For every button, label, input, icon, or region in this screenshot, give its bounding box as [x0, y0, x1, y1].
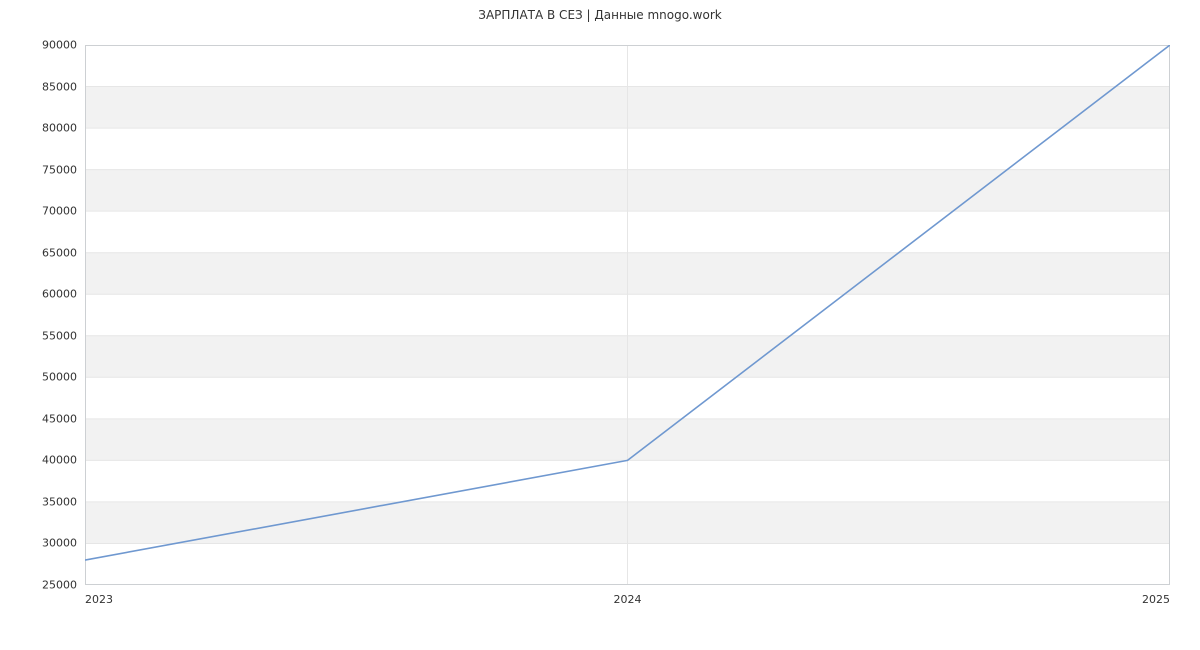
- y-tick-label: 65000: [37, 246, 77, 259]
- y-tick-label: 90000: [37, 39, 77, 52]
- y-tick-label: 70000: [37, 205, 77, 218]
- x-tick-label: 2023: [85, 593, 113, 606]
- y-tick-label: 45000: [37, 412, 77, 425]
- chart-title: ЗАРПЛАТА В СЕЗ | Данные mnogo.work: [0, 8, 1200, 22]
- x-tick-label: 2025: [1142, 593, 1170, 606]
- chart-svg: [85, 45, 1170, 585]
- y-tick-label: 85000: [37, 80, 77, 93]
- y-tick-label: 55000: [37, 329, 77, 342]
- y-tick-label: 50000: [37, 371, 77, 384]
- salary-chart: ЗАРПЛАТА В СЕЗ | Данные mnogo.work 25000…: [0, 0, 1200, 650]
- plot-area: [85, 45, 1170, 585]
- y-tick-label: 40000: [37, 454, 77, 467]
- y-tick-label: 25000: [37, 579, 77, 592]
- y-tick-label: 60000: [37, 288, 77, 301]
- y-tick-label: 80000: [37, 122, 77, 135]
- y-tick-label: 30000: [37, 537, 77, 550]
- x-tick-label: 2024: [614, 593, 642, 606]
- y-tick-label: 35000: [37, 495, 77, 508]
- y-tick-label: 75000: [37, 163, 77, 176]
